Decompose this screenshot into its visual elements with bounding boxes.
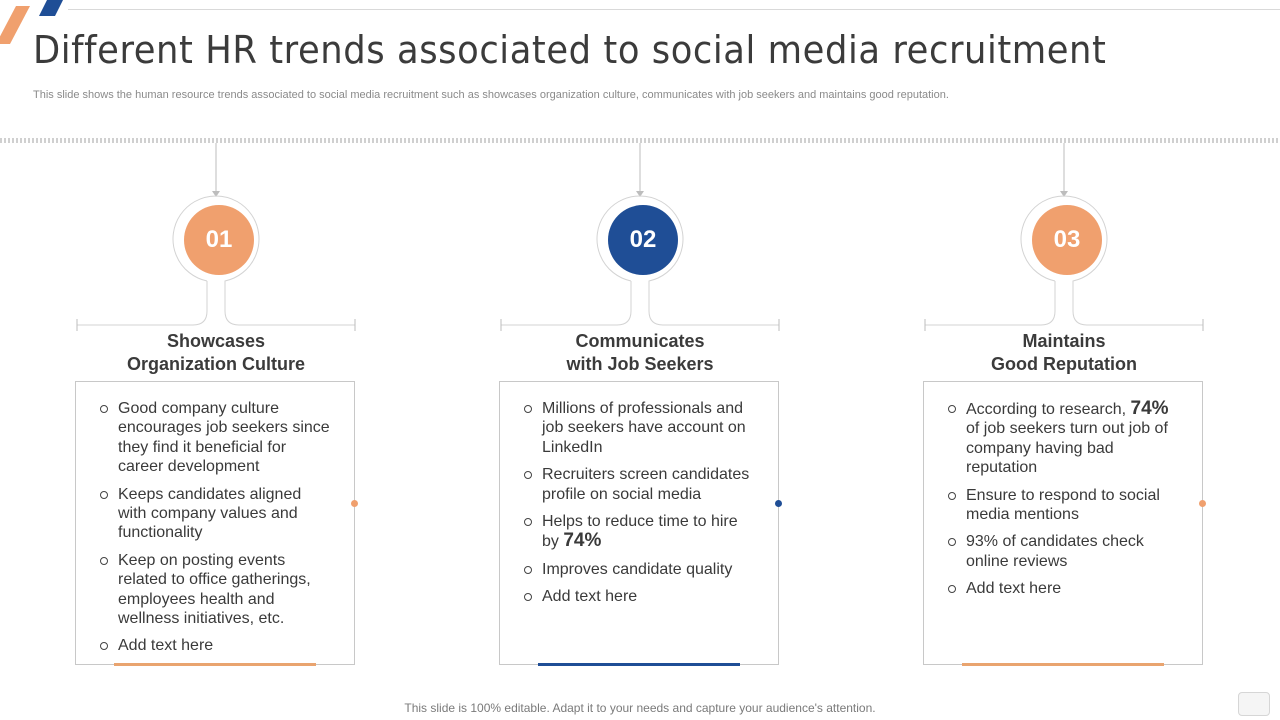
column-connector	[924, 143, 1204, 331]
heading-line: Good Reputation	[991, 354, 1137, 374]
bullet-text: Helps to reduce time to hire by	[542, 513, 738, 551]
step-number-badge: 02	[608, 205, 678, 275]
dotted-band	[0, 138, 1280, 143]
bullet-point: Good company culture encourages job seek…	[98, 399, 334, 477]
bullet-point: 93% of candidates check online reviews	[946, 532, 1182, 571]
trend-column-3: 03 Maintains Good Reputation According t…	[923, 143, 1206, 673]
bullet-point: Ensure to respond to social media mentio…	[946, 486, 1182, 525]
bullet-point: Add text here	[98, 636, 334, 655]
page-title: Different HR trends associated to social…	[33, 28, 1107, 72]
accent-bar	[538, 663, 740, 666]
page-subtitle: This slide shows the human resource tren…	[33, 89, 949, 101]
accent-dot	[775, 500, 782, 507]
header-divider	[68, 9, 1280, 10]
bullet-text: of job seekers turn out job of company h…	[966, 420, 1168, 477]
heading-line: Organization Culture	[126, 354, 305, 374]
column-heading: Communicates with Job Seekers	[499, 330, 781, 376]
trend-column-1: 01 Showcases Organization Culture Good c…	[75, 143, 358, 673]
highlight-stat: 74%	[1130, 398, 1169, 419]
bullet-point: Add text here	[946, 579, 1182, 598]
column-connector	[500, 143, 780, 331]
bullet-point: Keep on posting events related to office…	[98, 551, 334, 629]
accent-bar	[114, 663, 316, 666]
bullet-point: Keeps candidates aligned with company va…	[98, 485, 334, 543]
bullet-point: Millions of professionals and job seeker…	[522, 399, 758, 457]
bullet-point: Helps to reduce time to hire by 74%	[522, 512, 758, 552]
heading-line: with Job Seekers	[566, 354, 714, 374]
bullet-point: According to research, 74% of job seeker…	[946, 399, 1182, 478]
bullet-point: Add text here	[522, 587, 758, 606]
bullet-text: According to research,	[966, 401, 1131, 418]
bullet-point: Recruiters screen candidates profile on …	[522, 465, 758, 504]
trend-card: According to research, 74% of job seeker…	[923, 381, 1206, 666]
corner-stripes-icon	[0, 0, 63, 44]
heading-line: Maintains	[1022, 331, 1106, 351]
step-number-badge: 03	[1032, 205, 1102, 275]
accent-bar	[962, 663, 1164, 666]
trend-card: Good company culture encourages job seek…	[75, 381, 358, 666]
trend-card: Millions of professionals and job seeker…	[499, 381, 782, 666]
column-connector	[76, 143, 356, 331]
accent-dot	[1199, 500, 1206, 507]
column-heading: Maintains Good Reputation	[923, 330, 1205, 376]
column-heading: Showcases Organization Culture	[75, 330, 357, 376]
heading-line: Showcases	[166, 331, 266, 351]
accent-dot	[351, 500, 358, 507]
footer-note: This slide is 100% editable. Adapt it to…	[404, 701, 876, 715]
bullet-point: Improves candidate quality	[522, 560, 758, 579]
trend-column-2: 02 Communicates with Job Seekers Million…	[499, 143, 782, 673]
highlight-stat: 74%	[563, 530, 602, 552]
step-number-badge: 01	[184, 205, 254, 275]
heading-line: Communicates	[575, 331, 705, 351]
chat-bubble-icon[interactable]	[1238, 692, 1270, 716]
